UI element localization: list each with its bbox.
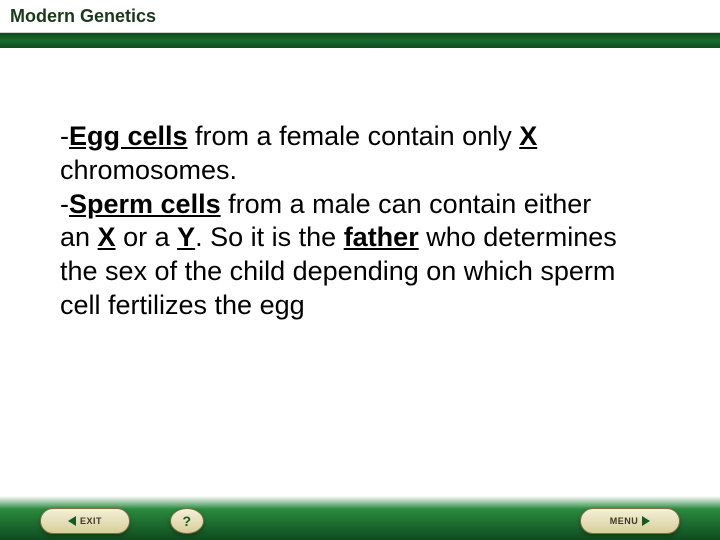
header: Modern Genetics	[0, 0, 720, 48]
page-title: Modern Genetics	[10, 6, 156, 27]
dash: -	[60, 189, 69, 219]
text: . So it is the	[195, 222, 344, 252]
text: chromosomes.	[60, 155, 237, 185]
term-father: father	[344, 222, 419, 252]
slide-content: -Egg cells from a female contain only X …	[60, 120, 620, 323]
term-y: Y	[177, 222, 195, 252]
menu-button[interactable]: MENU	[580, 508, 680, 534]
menu-label: MENU	[610, 516, 639, 526]
term-x: X	[519, 121, 537, 151]
dash: -	[60, 121, 69, 151]
help-button[interactable]: ?	[170, 508, 204, 534]
arrow-left-icon	[68, 516, 76, 526]
arrow-right-icon	[642, 516, 650, 526]
term-x: X	[98, 222, 116, 252]
term-sperm-cells: Sperm cells	[69, 189, 221, 219]
footer: EXIT ? MENU	[0, 490, 720, 540]
exit-button[interactable]: EXIT	[40, 508, 130, 534]
text: from a female contain only	[188, 121, 520, 151]
term-egg-cells: Egg cells	[69, 121, 188, 151]
header-divider	[0, 32, 720, 48]
text: or a	[116, 222, 178, 252]
question-icon: ?	[182, 513, 191, 529]
exit-label: EXIT	[80, 516, 102, 526]
footer-buttons: EXIT ? MENU	[0, 508, 720, 534]
